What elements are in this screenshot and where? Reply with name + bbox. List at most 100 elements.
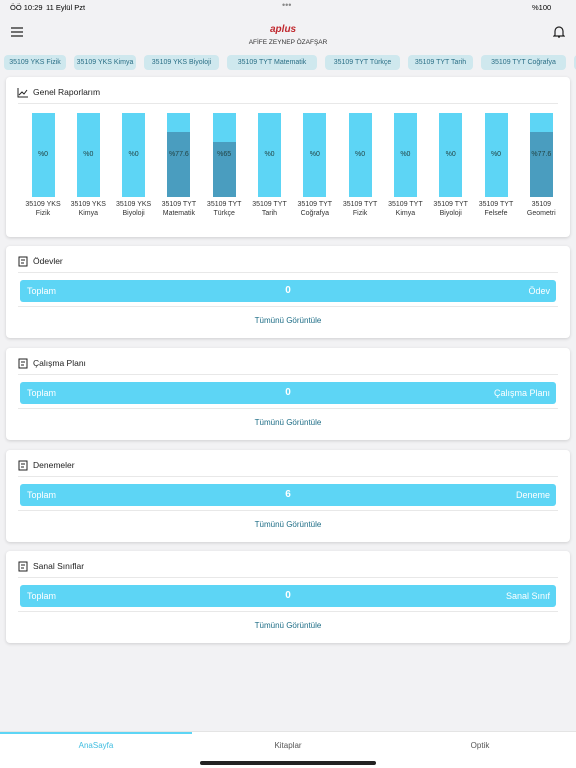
summary-right: Ödev <box>528 286 550 296</box>
value-label: %0 <box>400 151 411 158</box>
bar-track <box>303 113 327 197</box>
status-time: ÖÖ 10:29 <box>10 3 43 12</box>
summary-right: Sanal Sınıf <box>505 591 550 601</box>
summary-count: 0 <box>285 285 291 296</box>
nav-item[interactable]: Optik <box>470 741 490 750</box>
card-title: Sanal Sınıflar <box>33 561 85 571</box>
report-title: Genel Raporlarım <box>33 87 101 97</box>
subject-tab[interactable]: 35109 YKS Fizik <box>4 55 66 70</box>
card-icon <box>18 561 28 572</box>
nav-item[interactable]: Kitaplar <box>274 741 302 750</box>
subject-tab[interactable]: 35109 TYT Coğrafya <box>481 55 566 70</box>
divider <box>18 408 558 409</box>
user-name: AFİFE ZEYNEP ÖZAFŞAR <box>248 39 328 46</box>
view-all-link[interactable]: Tümünü Görüntüle <box>254 316 322 325</box>
category-label: 35109 TYT Türkçe <box>206 201 242 217</box>
summary-right: Çalışma Planı <box>493 388 550 398</box>
value-label: %0 <box>445 151 456 158</box>
summary-bar: Toplam 0 Çalışma Planı <box>20 382 556 404</box>
bar-track <box>393 113 417 197</box>
divider <box>18 611 558 612</box>
category-label: 35109 TYT Felsefe <box>478 201 514 217</box>
summary-count: 6 <box>285 489 291 500</box>
summary-left: Toplam <box>27 388 57 398</box>
value-label: %65 <box>217 151 232 158</box>
subject-tab[interactable]: 35109 TYT Türkçe <box>325 55 400 70</box>
summary-left: Toplam <box>27 490 57 500</box>
card-icon <box>18 460 28 471</box>
summary-bar: Toplam 0 Ödev <box>20 280 556 302</box>
divider <box>18 510 558 511</box>
category-label: 35109 TYT Matematik <box>161 201 197 217</box>
summary-bar: Toplam 6 Deneme <box>20 484 556 506</box>
bar <box>212 142 236 197</box>
bottom-nav: AnaSayfa Kitaplar Optik <box>0 731 576 768</box>
subject-tab[interactable]: 35109 YKS Kimya <box>74 55 136 70</box>
view-all-link[interactable]: Tümünü Görüntüle <box>254 621 322 630</box>
category-label: 35109 TYT Fizik <box>342 201 378 217</box>
subject-tab-more[interactable] <box>574 55 576 70</box>
value-label: %0 <box>37 151 49 158</box>
nav-item[interactable]: AnaSayfa <box>78 741 114 750</box>
report-card: Genel Raporlarım %0 35109 YKS Fizik %0 3510… <box>6 77 570 237</box>
view-all-link[interactable]: Tümünü Görüntüle <box>254 418 322 427</box>
category-label: 35109 TYT Coğrafya <box>297 201 333 217</box>
card-title: Ödevler <box>33 256 63 266</box>
bar-track <box>31 113 55 197</box>
subject-tab[interactable]: 35109 TYT Matematik <box>227 55 317 70</box>
divider <box>18 374 558 375</box>
menu-button[interactable] <box>11 27 23 37</box>
summary-left: Toplam <box>27 286 57 296</box>
subject-tab[interactable]: 35109 TYT Tarih <box>408 55 473 70</box>
subject-tab[interactable]: 35109 YKS Biyoloji <box>144 55 219 70</box>
category-label: 35109 YKS Biyoloji <box>115 201 152 217</box>
bar-track <box>439 113 463 197</box>
bar-track <box>258 113 281 197</box>
summary-card: Sanal Sınıflar Toplam 0 Sanal Sınıf Tümünü G… <box>6 551 570 643</box>
summary-card: Çalışma Planı Toplam 0 Çalışma Planı Tümünü … <box>6 348 570 440</box>
battery: %100 <box>532 3 552 12</box>
status-date: 11 Eylül Pzt <box>46 3 86 12</box>
value-label: %77.6 <box>168 151 189 158</box>
card-title: Denemeler <box>33 460 75 470</box>
bar <box>529 131 553 197</box>
value-label: %0 <box>264 151 275 158</box>
logo: aplus <box>270 24 297 35</box>
summary-count: 0 <box>285 590 291 601</box>
summary-card: Denemeler Toplam 6 Deneme Tümünü Görüntüle <box>6 450 570 542</box>
category-label: 35109 Geometri <box>526 201 556 217</box>
bar-track <box>122 113 146 197</box>
bar <box>167 131 191 197</box>
value-label: %0 <box>490 151 502 158</box>
dots: ••• <box>282 0 292 10</box>
divider <box>18 577 558 578</box>
chart-icon <box>17 88 28 98</box>
card-title: Çalışma Planı <box>33 358 86 368</box>
bar-track <box>484 113 508 197</box>
divider <box>18 272 558 273</box>
divider <box>18 306 558 307</box>
value-label: %0 <box>128 151 139 158</box>
value-label: %77.6 <box>531 151 552 158</box>
summary-right: Deneme <box>515 490 550 500</box>
card-icon <box>18 256 28 267</box>
bar-track <box>76 113 100 197</box>
value-label: %0 <box>355 151 366 158</box>
category-label: 35109 YKS Fizik <box>25 201 61 217</box>
value-label: %0 <box>83 151 94 158</box>
category-label: 35109 TYT Tarih <box>252 201 287 217</box>
value-label: %0 <box>309 151 320 158</box>
summary-card: Ödevler Toplam 0 Ödev Tümünü Görüntüle <box>6 246 570 338</box>
category-label: 35109 TYT Biyoloji <box>433 201 468 217</box>
summary-left: Toplam <box>27 591 57 601</box>
category-label: 35109 YKS Kimya <box>70 201 106 217</box>
bar-track <box>348 113 372 197</box>
view-all-link[interactable]: Tümünü Görüntüle <box>254 520 322 529</box>
summary-count: 0 <box>285 387 291 398</box>
category-label: 35109 TYT Kimya <box>388 201 423 217</box>
notification-bell[interactable] <box>553 25 565 38</box>
divider <box>18 476 558 477</box>
card-icon <box>18 358 28 369</box>
summary-bar: Toplam 0 Sanal Sınıf <box>20 585 556 607</box>
